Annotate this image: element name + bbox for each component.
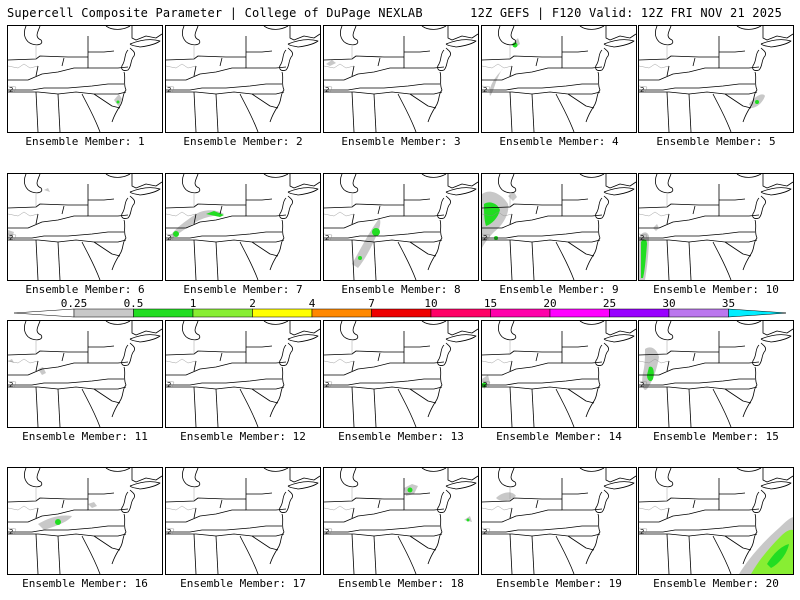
svg-text:2: 2 <box>640 86 644 94</box>
svg-text:2: 2 <box>483 86 487 94</box>
member-map-1: 2 <box>7 25 163 133</box>
run-valid-time: 12Z GEFS | F120 Valid: 12Z FRI NOV 21 20… <box>470 6 782 20</box>
member-map-8: 2 <box>323 173 479 281</box>
colorbar-segment <box>668 308 729 318</box>
colorbar-tick-label: 25 <box>603 298 616 310</box>
member-map-14: 2 <box>481 320 637 428</box>
member-map-2: 2 <box>165 25 321 133</box>
colorbar-segment <box>609 308 670 318</box>
svg-text:2: 2 <box>9 234 13 242</box>
member-label-8: Ensemble Member: 8 <box>341 283 461 296</box>
colorbar-tick-label: 4 <box>309 298 316 310</box>
member-map-16: 2 <box>7 467 163 575</box>
svg-text:2: 2 <box>325 381 329 389</box>
colorbar: 0.25 0.5 1 2 4 7 10 15 20 25 30 35 <box>14 298 786 318</box>
member-label-1: Ensemble Member: 1 <box>25 135 145 148</box>
svg-text:2: 2 <box>640 528 644 536</box>
member-label-3: Ensemble Member: 3 <box>341 135 461 148</box>
member-label-18: Ensemble Member: 18 <box>338 577 464 590</box>
colorbar-segment <box>430 308 491 318</box>
colorbar-tick-label: 0.25 <box>61 298 88 310</box>
member-label-14: Ensemble Member: 14 <box>496 430 622 443</box>
svg-text:2: 2 <box>9 381 13 389</box>
svg-text:2: 2 <box>9 528 13 536</box>
svg-text:2: 2 <box>483 381 487 389</box>
member-map-20: 2 <box>638 467 794 575</box>
member-map-4: 2 <box>481 25 637 133</box>
colorbar-tick-label: 10 <box>424 298 437 310</box>
member-map-17: 2 <box>165 467 321 575</box>
colorbar-segment <box>549 308 610 318</box>
svg-text:2: 2 <box>640 381 644 389</box>
svg-text:2: 2 <box>483 234 487 242</box>
colorbar-segment <box>252 308 313 318</box>
colorbar-segment <box>371 308 432 318</box>
svg-text:2: 2 <box>9 86 13 94</box>
member-label-20: Ensemble Member: 20 <box>653 577 779 590</box>
member-label-5: Ensemble Member: 5 <box>656 135 776 148</box>
colorbar-tick-label: 35 <box>722 298 735 310</box>
member-label-19: Ensemble Member: 19 <box>496 577 622 590</box>
member-map-15: 2 <box>638 320 794 428</box>
colorbar-segment <box>490 308 551 318</box>
member-label-16: Ensemble Member: 16 <box>22 577 148 590</box>
colorbar-segment <box>133 308 194 318</box>
colorbar-segment <box>192 308 253 318</box>
colorbar-tick-label: 1 <box>190 298 197 310</box>
member-label-2: Ensemble Member: 2 <box>183 135 303 148</box>
member-label-11: Ensemble Member: 11 <box>22 430 148 443</box>
member-label-6: Ensemble Member: 6 <box>25 283 145 296</box>
member-map-11: 2 <box>7 320 163 428</box>
member-map-13: 2 <box>323 320 479 428</box>
colorbar-tick-label: 0.5 <box>124 298 144 310</box>
member-map-5: 2 <box>638 25 794 133</box>
member-label-7: Ensemble Member: 7 <box>183 283 303 296</box>
colorbar-segment <box>311 308 372 318</box>
member-map-19: 2 <box>481 467 637 575</box>
colorbar-high-arrow <box>728 308 786 318</box>
svg-text:2: 2 <box>325 86 329 94</box>
svg-text:2: 2 <box>483 528 487 536</box>
colorbar-tick-label: 2 <box>249 298 256 310</box>
svg-text:2: 2 <box>167 234 171 242</box>
member-map-3: 2 <box>323 25 479 133</box>
svg-text:2: 2 <box>325 528 329 536</box>
member-label-13: Ensemble Member: 13 <box>338 430 464 443</box>
member-label-9: Ensemble Member: 9 <box>499 283 619 296</box>
member-map-10: 2 <box>638 173 794 281</box>
svg-text:2: 2 <box>167 381 171 389</box>
svg-text:2: 2 <box>167 86 171 94</box>
member-map-9: 2 <box>481 173 637 281</box>
member-label-15: Ensemble Member: 15 <box>653 430 779 443</box>
member-map-7: 2 <box>165 173 321 281</box>
member-map-12: 2 <box>165 320 321 428</box>
member-label-17: Ensemble Member: 17 <box>180 577 306 590</box>
member-map-18: 2 <box>323 467 479 575</box>
colorbar-segment <box>73 308 134 318</box>
svg-text:2: 2 <box>167 528 171 536</box>
colorbar-tick-label: 30 <box>662 298 675 310</box>
member-label-12: Ensemble Member: 12 <box>180 430 306 443</box>
colorbar-low-arrow <box>14 308 75 318</box>
member-label-10: Ensemble Member: 10 <box>653 283 779 296</box>
colorbar-tick-label: 20 <box>543 298 556 310</box>
svg-text:2: 2 <box>640 234 644 242</box>
member-label-4: Ensemble Member: 4 <box>499 135 619 148</box>
colorbar-tick-label: 15 <box>484 298 497 310</box>
map-title: Supercell Composite Parameter | College … <box>7 6 423 20</box>
colorbar-tick-label: 7 <box>368 298 375 310</box>
member-map-6: 2 <box>7 173 163 281</box>
svg-text:2: 2 <box>325 234 329 242</box>
